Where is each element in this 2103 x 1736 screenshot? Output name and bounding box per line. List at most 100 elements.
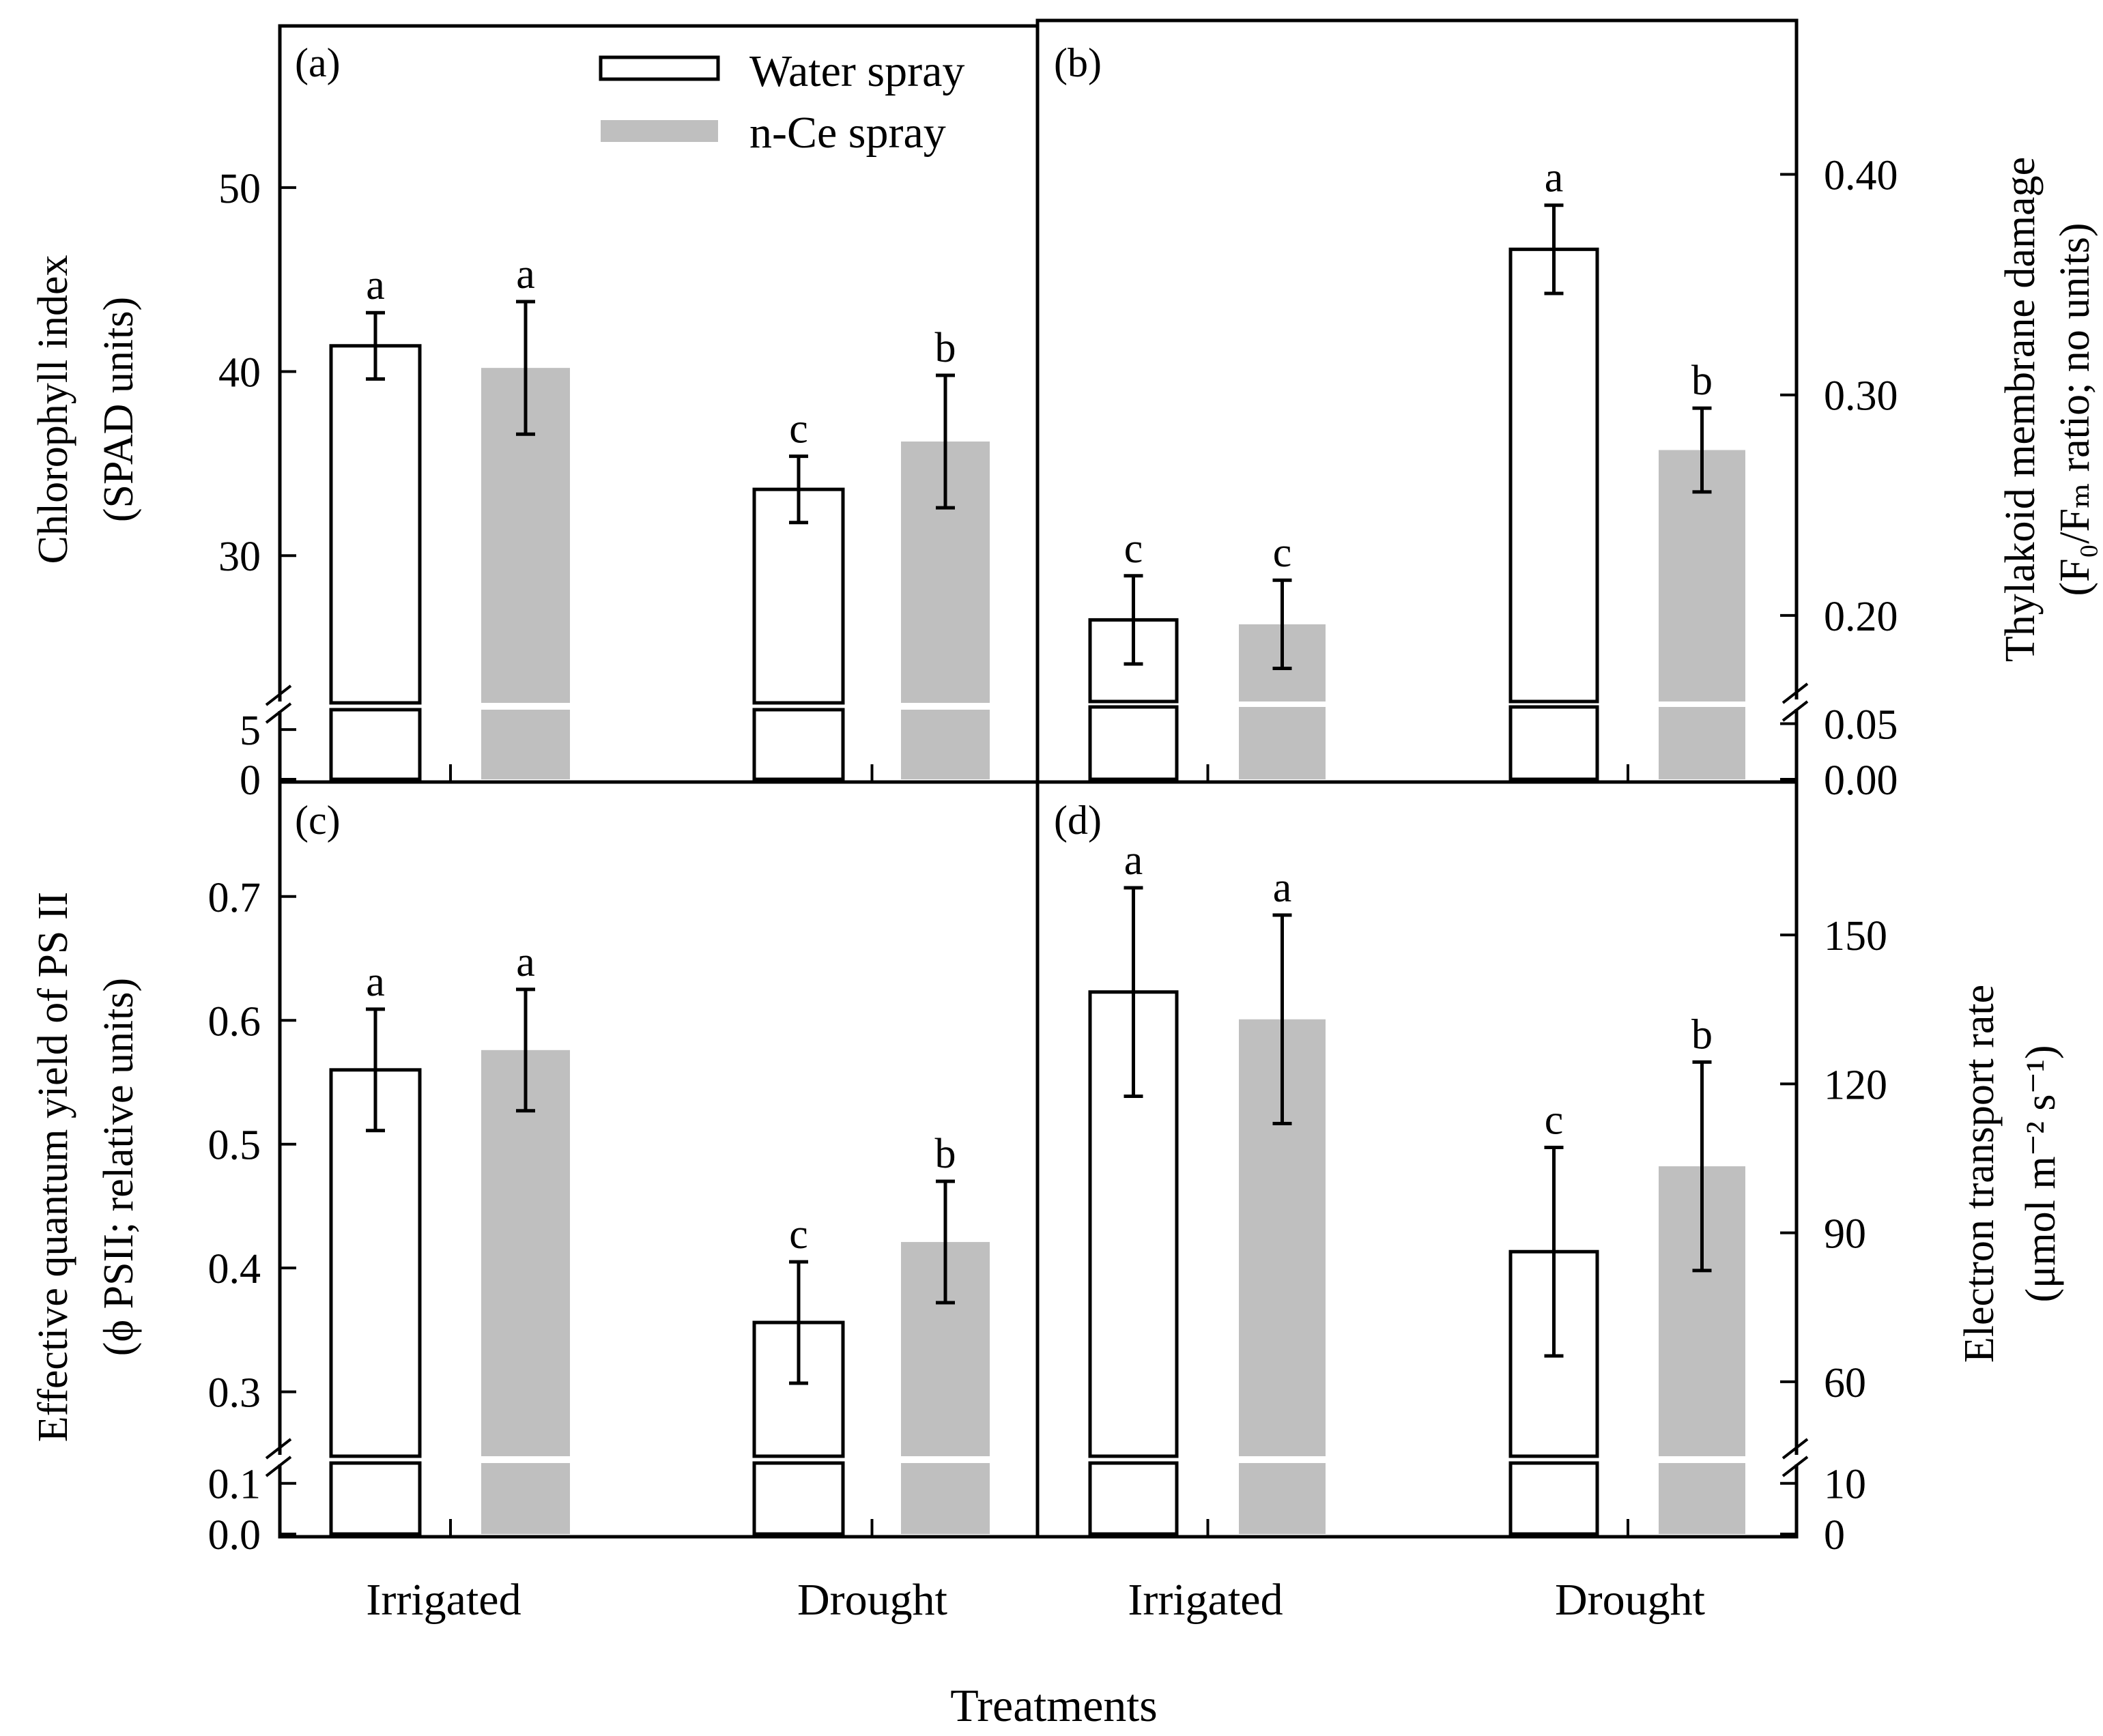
panel-d-plot: 010 60 90 120 150 a a c b [1088,837,1887,1559]
y-tick-label-a: 50 [218,166,261,212]
axis-break-mark-a [265,684,292,706]
significance-letter-d-water-spray-irrigated: a [1124,837,1143,884]
significance-letter-a-n-ce-spray-drought: b [935,325,956,371]
y-tick-label-b: 0.40 [1824,152,1898,199]
xcat-drought-right: Drought [1555,1575,1705,1625]
legend-label-water-spray: Water spray [749,46,964,96]
legend-label-n-ce-spray: n-Ce spray [749,108,946,158]
y-tick-label-a: 5 [240,708,261,754]
y-tick-label-c: 0.7 [208,875,261,921]
significance-letter-c-water-spray-drought: c [789,1211,808,1258]
significance-letter-a-water-spray-irrigated: a [366,262,385,308]
y-tick-label-b: 0.05 [1824,701,1898,748]
y-tick-label-d: 120 [1824,1062,1887,1108]
significance-letter-c-n-ce-spray-irrigated: a [516,939,535,985]
ylabel-b-line2: (F₀/Fₘ ratio; no units) [2052,222,2098,596]
bar-stub-c-n-ce-spray-drought [901,1463,990,1534]
significance-letter-c-n-ce-spray-drought: b [935,1131,956,1177]
axis-break-mark-b [1782,682,1809,704]
bar-stub-b-n-ce-spray-drought [1659,707,1745,779]
significance-letter-a-n-ce-spray-irrigated: a [516,251,535,298]
bar-stub-d-n-ce-spray-drought [1659,1463,1745,1534]
axis-break-gap-a [266,701,294,711]
ylabel-d-line2: (μmol m⁻² s⁻¹) [2018,1045,2064,1303]
panel-a-plot: 05 30 40 50 a a c b [218,166,990,804]
bar-a-water-spray-irrigated [329,344,422,705]
y-tick-label-b: 0.00 [1824,757,1898,804]
bar-stub-a-n-ce-spray-irrigated [481,710,570,779]
y-tick-label-b: 0.30 [1824,373,1898,420]
y-tick-label-c: 0.3 [208,1370,261,1417]
xcat-irrigated-right: Irrigated [1128,1575,1283,1625]
y-tick-label-c: 0.4 [208,1246,261,1292]
y-tick-label-c: 0.5 [208,1123,261,1169]
axis-break-mark-d [1782,1438,1809,1460]
bar-c-n-ce-spray-irrigated [481,1050,570,1456]
significance-letter-d-water-spray-drought: c [1545,1097,1564,1143]
x-axis-title: Treatments [950,1679,1157,1731]
bar-stub-c-water-spray-irrigated [329,1461,422,1536]
ylabel-b-line1: Thylakoid membrane damage [1997,157,2044,662]
significance-letter-c-water-spray-irrigated: a [366,959,385,1005]
legend: Water spray n-Ce spray [599,46,964,158]
axis-break-gap-b [1783,699,1810,709]
y-tick-label-c: 0.0 [208,1512,261,1559]
axis-break-mark-c [265,1456,292,1477]
panel-b-tag: (b) [1054,40,1102,85]
axis-break-gap-d [1783,1455,1810,1464]
axis-break-mark-b [1782,700,1809,722]
axis-break-mark-d [1782,1456,1809,1477]
xcat-drought-left: Drought [797,1575,947,1625]
panel-a-tag: (a) [295,40,341,85]
significance-letter-b-n-ce-spray-irrigated: c [1273,530,1292,576]
panel-c-tag: (c) [295,798,341,843]
y-tick-label-a: 0 [240,757,261,804]
bar-stub-d-water-spray-irrigated [1088,1461,1179,1536]
y-tick-label-c: 0.1 [208,1462,261,1508]
bar-stub-c-n-ce-spray-irrigated [481,1463,570,1534]
bar-stub-d-n-ce-spray-irrigated [1239,1463,1326,1534]
bar-stub-b-water-spray-irrigated [1088,705,1179,781]
panel-c-plot: 0.00.1 0.3 0.4 0.5 0.6 0.7 a a c b [208,875,990,1559]
legend-swatch-n-ce-spray [601,120,718,142]
significance-letter-b-water-spray-drought: a [1545,155,1564,201]
ylabel-c-line2: (ϕ PSII; relative units) [96,978,142,1356]
bar-b-water-spray-drought [1508,247,1599,704]
bar-stub-a-water-spray-irrigated [329,708,422,781]
panel-b-plot: 0.00 0.05 0.20 0.30 0.40 c c a b [1088,152,1898,804]
y-tick-label-b: 0.20 [1824,594,1898,640]
bar-stub-d-water-spray-drought [1508,1461,1599,1536]
axis-break-mark-c [265,1438,292,1460]
significance-letter-b-n-ce-spray-drought: b [1691,358,1713,404]
significance-letter-a-water-spray-drought: c [789,406,808,452]
ylabel-a-line1: Chlorophyll index [30,255,76,564]
significance-letter-b-water-spray-irrigated: c [1124,525,1143,572]
y-tick-label-d: 150 [1824,913,1887,959]
y-tick-label-d: 10 [1824,1462,1866,1508]
bar-c-water-spray-irrigated [329,1068,422,1458]
significance-letter-d-n-ce-spray-irrigated: a [1273,865,1292,911]
bar-stub-a-n-ce-spray-drought [901,710,990,779]
significance-letter-d-n-ce-spray-drought: b [1691,1011,1713,1058]
ylabel-c-line1: Effective quantum yield of PS II [30,892,76,1442]
ylabel-a-line2: (SPAD units) [96,297,142,522]
panel-d-tag: (d) [1054,798,1102,843]
legend-swatch-water-spray [599,55,720,81]
y-tick-label-d: 90 [1824,1211,1866,1258]
y-tick-label-d: 60 [1824,1360,1866,1406]
y-tick-label-c: 0.6 [208,998,261,1045]
bar-stub-b-water-spray-drought [1508,705,1599,781]
bar-stub-b-n-ce-spray-irrigated [1239,707,1326,779]
y-tick-label-d: 0 [1824,1512,1845,1559]
y-tick-label-a: 40 [218,350,261,396]
axis-break-mark-a [265,702,292,724]
bar-stub-a-water-spray-drought [752,708,845,781]
bar-stub-c-water-spray-drought [752,1461,845,1536]
xcat-irrigated-left: Irrigated [366,1575,521,1625]
axis-break-gap-c [266,1455,294,1464]
y-tick-label-a: 30 [218,534,261,580]
ylabel-d-line1: Electron transport rate [1956,985,2003,1363]
panel-d-frame [1035,780,1799,1539]
